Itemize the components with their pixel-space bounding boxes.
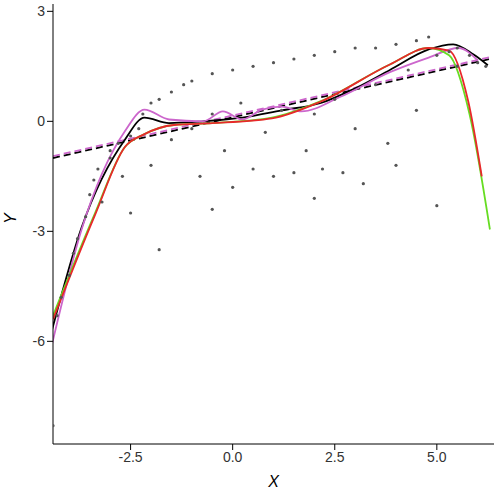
- svg-text:-2.5: -2.5: [119, 449, 143, 465]
- svg-text:-6: -6: [33, 333, 46, 349]
- svg-text:0: 0: [37, 113, 45, 129]
- svg-text:2.5: 2.5: [325, 449, 345, 465]
- svg-text:5.0: 5.0: [427, 449, 447, 465]
- svg-text:Y: Y: [8, 212, 19, 224]
- svg-text:X: X: [267, 473, 280, 490]
- svg-text:0.0: 0.0: [223, 449, 243, 465]
- svg-text:3: 3: [37, 3, 45, 19]
- svg-text:-3: -3: [33, 223, 46, 239]
